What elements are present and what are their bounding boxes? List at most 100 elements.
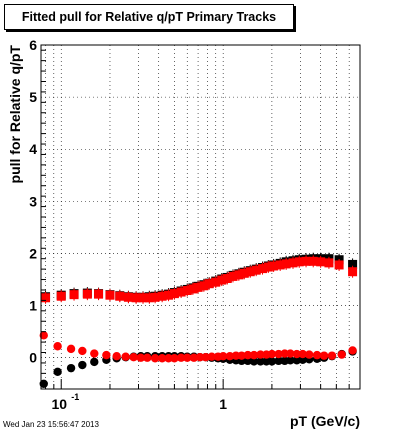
data-point-circle	[249, 357, 259, 366]
data-point-square	[82, 289, 92, 299]
grid-lines	[41, 44, 361, 389]
data-point-square	[41, 293, 51, 303]
data-point-circle	[319, 351, 329, 360]
y-tick-label: 3	[29, 193, 37, 209]
data-point-square	[334, 260, 344, 270]
data-point-circle	[286, 349, 295, 358]
data-point-circle	[66, 344, 76, 354]
data-point-square	[275, 260, 285, 270]
data-point-square	[234, 270, 244, 280]
data-point-circle	[218, 351, 228, 361]
x-tick-label: 10	[51, 396, 67, 412]
data-point-square	[193, 282, 203, 292]
x-tick-exponent: -1	[71, 392, 79, 402]
x-axis-label: pT (GeV/c)	[290, 413, 360, 429]
data-point-square	[176, 287, 186, 297]
data-point-square	[324, 258, 334, 268]
data-point-square	[204, 279, 214, 289]
data-markers	[39, 252, 358, 388]
data-point-circle	[207, 352, 216, 361]
data-point-square	[281, 259, 291, 269]
data-point-circle	[112, 351, 121, 361]
data-point-circle	[53, 342, 62, 351]
data-point-circle	[267, 349, 277, 359]
data-point-circle	[90, 349, 99, 358]
y-tick-label: 1	[29, 298, 37, 314]
data-point-square	[150, 292, 160, 302]
data-point-circle	[129, 353, 138, 362]
data-point-square	[263, 262, 273, 272]
y-tick-label: 6	[29, 37, 37, 53]
data-point-circle	[337, 350, 346, 359]
data-point-square	[188, 284, 198, 294]
data-point-circle	[267, 357, 277, 366]
data-point-circle	[102, 350, 111, 360]
data-point-circle	[136, 353, 145, 362]
data-point-circle	[298, 349, 307, 359]
data-point-square	[157, 291, 167, 301]
data-point-circle	[143, 353, 152, 362]
data-point-circle	[164, 354, 173, 363]
y-tick-label: 2	[29, 245, 37, 261]
data-point-circle	[78, 360, 87, 370]
data-point-circle	[66, 363, 76, 373]
data-point-circle	[292, 349, 302, 359]
data-point-square	[251, 265, 261, 275]
data-point-circle	[183, 353, 192, 362]
data-point-circle	[348, 346, 357, 355]
data-point-circle	[237, 351, 246, 360]
data-point-square	[182, 285, 192, 295]
data-point-square	[169, 289, 179, 299]
data-point-square	[239, 268, 249, 278]
data-point-square	[115, 291, 125, 301]
data-point-circle	[243, 350, 253, 360]
data-point-circle	[274, 356, 283, 366]
data-point-square	[301, 256, 311, 266]
y-tick-label: 5	[29, 89, 37, 105]
data-point-square	[131, 293, 141, 303]
y-tick-label: 0	[29, 350, 37, 366]
data-point-square	[138, 293, 148, 303]
data-point-circle	[39, 331, 48, 340]
data-point-square	[56, 291, 66, 301]
data-point-circle	[225, 351, 235, 361]
data-point-circle	[327, 351, 337, 360]
data-point-circle	[256, 350, 265, 359]
y-axis-label: pull for Relative q/pT	[7, 45, 23, 184]
data-point-circle	[121, 352, 130, 361]
data-point-square	[164, 290, 174, 300]
data-point-circle	[249, 350, 259, 360]
y-tick-label: 4	[29, 141, 37, 157]
data-point-square	[94, 289, 104, 299]
chart-title: Fitted pull for Relative q/pT Primary Tr…	[4, 4, 294, 30]
plot-frame	[40, 44, 361, 390]
timestamp: Wed Jan 23 15:56:47 2013	[3, 420, 99, 429]
data-point-square	[211, 277, 221, 287]
data-point-square	[69, 290, 79, 300]
data-point-circle	[305, 350, 314, 359]
data-point-square	[316, 257, 326, 267]
data-point-circle	[312, 350, 322, 360]
data-point-square	[228, 271, 238, 281]
data-point-circle	[150, 354, 160, 363]
data-point-square	[123, 292, 133, 302]
x-tick-label: 1	[219, 396, 227, 412]
axes: 0 1 2 3 4 5 6 10 -1 1	[29, 37, 361, 412]
data-point-square	[105, 290, 115, 300]
data-point-square	[258, 264, 268, 274]
data-point-square	[348, 267, 358, 277]
data-point-circle	[274, 349, 283, 359]
data-point-circle	[256, 357, 265, 366]
data-point-square	[308, 256, 318, 266]
data-point-circle	[189, 353, 199, 362]
data-point-circle	[286, 356, 295, 365]
data-point-square	[217, 275, 227, 285]
data-point-square	[269, 261, 279, 271]
data-point-circle	[157, 354, 167, 363]
data-point-square	[222, 274, 232, 284]
data-point-square	[294, 257, 304, 267]
data-point-square	[199, 281, 209, 291]
data-point-circle	[170, 354, 179, 363]
data-point-circle	[53, 367, 62, 376]
